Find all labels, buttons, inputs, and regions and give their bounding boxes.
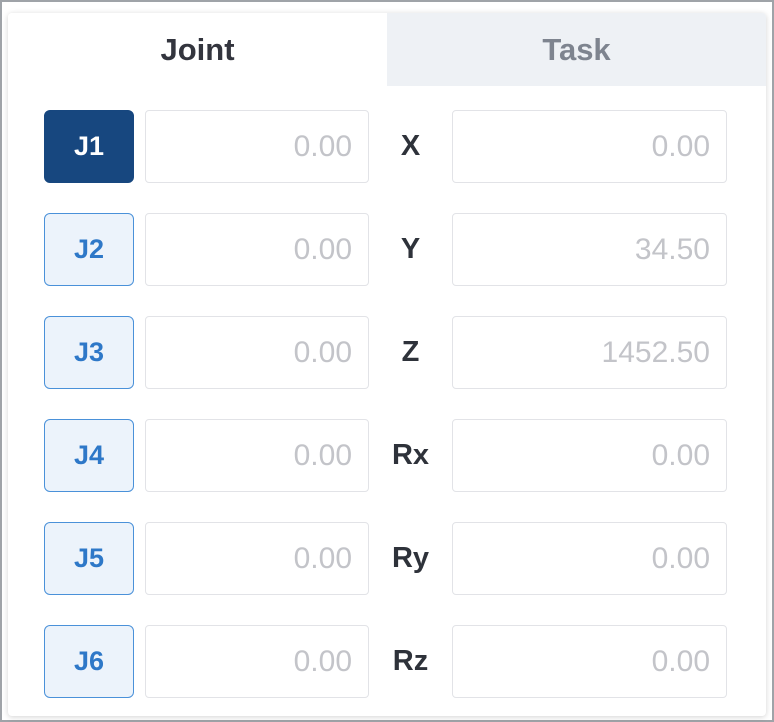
joint-button-j5[interactable]: J5 bbox=[44, 522, 134, 595]
jog-row-2: J2 Y bbox=[44, 213, 727, 286]
jog-row-3: J3 Z bbox=[44, 316, 727, 389]
joint-input-j6[interactable] bbox=[145, 625, 369, 698]
jog-row-5: J5 Ry bbox=[44, 522, 727, 595]
task-input-rx[interactable] bbox=[452, 419, 727, 492]
joint-input-j5[interactable] bbox=[145, 522, 369, 595]
task-axis-label-x: X bbox=[400, 130, 421, 162]
joint-button-j4[interactable]: J4 bbox=[44, 419, 134, 492]
task-input-y[interactable] bbox=[452, 213, 727, 286]
task-input-z[interactable] bbox=[452, 316, 727, 389]
jog-row-1: J1 X bbox=[44, 110, 727, 183]
task-axis-label-y: Y bbox=[400, 233, 421, 265]
tab-joint[interactable]: Joint bbox=[8, 13, 387, 86]
task-axis-label-ry: Ry bbox=[391, 542, 430, 574]
joint-button-j1[interactable]: J1 bbox=[44, 110, 134, 183]
joint-input-j1[interactable] bbox=[145, 110, 369, 183]
task-input-x[interactable] bbox=[452, 110, 727, 183]
jog-panel: Joint Task J1 X J2 Y J3 Z J4 Rx bbox=[8, 13, 766, 716]
jog-rows: J1 X J2 Y J3 Z J4 Rx J5 Ry bbox=[8, 86, 766, 698]
task-input-rz[interactable] bbox=[452, 625, 727, 698]
task-axis-label-z: Z bbox=[401, 336, 420, 368]
joint-input-j2[interactable] bbox=[145, 213, 369, 286]
jog-mode-tabs: Joint Task bbox=[8, 13, 766, 86]
joint-input-j4[interactable] bbox=[145, 419, 369, 492]
jog-row-6: J6 Rz bbox=[44, 625, 727, 698]
joint-button-j3[interactable]: J3 bbox=[44, 316, 134, 389]
joint-input-j3[interactable] bbox=[145, 316, 369, 389]
tab-task[interactable]: Task bbox=[387, 13, 766, 86]
jog-row-4: J4 Rx bbox=[44, 419, 727, 492]
joint-button-j2[interactable]: J2 bbox=[44, 213, 134, 286]
joint-button-j6[interactable]: J6 bbox=[44, 625, 134, 698]
task-axis-label-rz: Rz bbox=[392, 645, 429, 677]
task-input-ry[interactable] bbox=[452, 522, 727, 595]
task-axis-label-rx: Rx bbox=[391, 439, 430, 471]
